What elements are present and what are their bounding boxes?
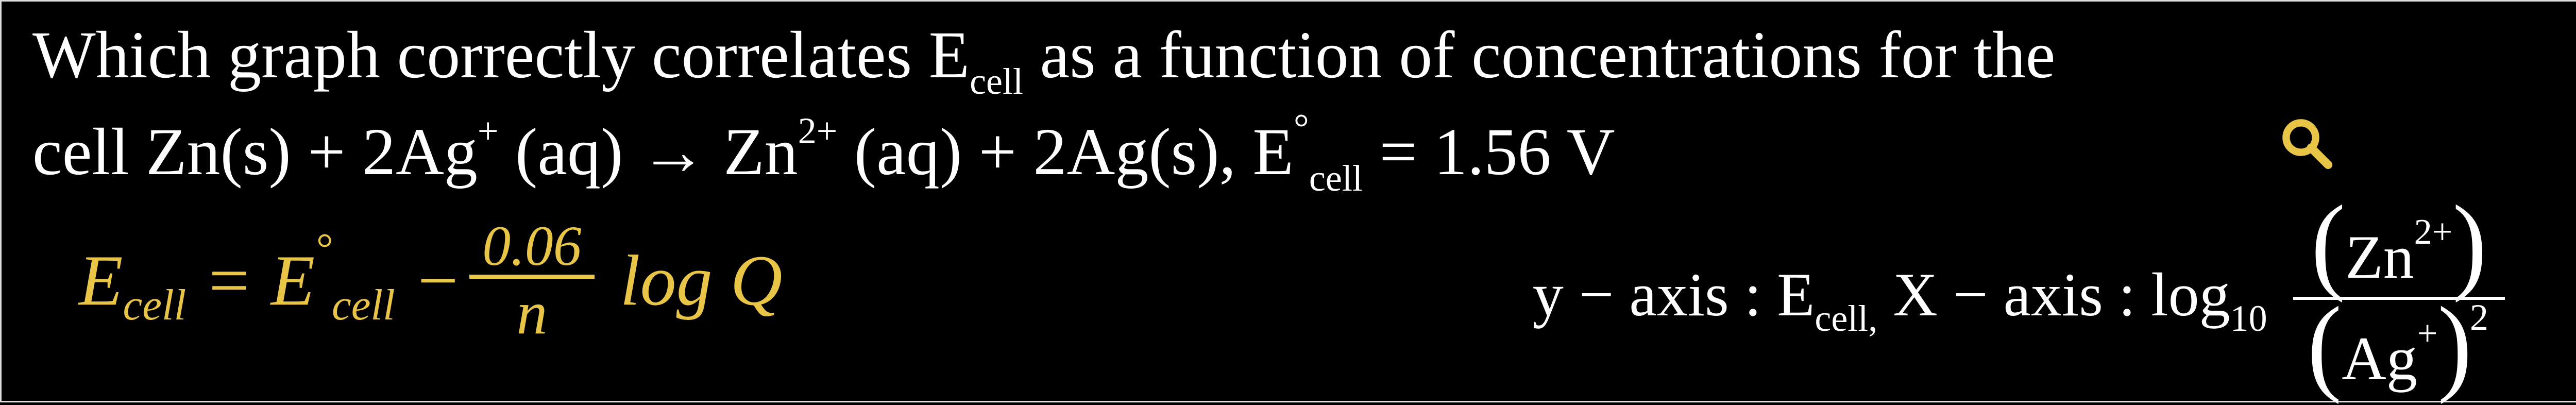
- reaction-quotient: (Zn2+) (Ag+)2: [2293, 202, 2505, 394]
- question-line-2: cell Zn(s) + 2Ag+ (aq) → Zn2+ (aq) + 2Ag…: [32, 109, 2567, 200]
- slide-content: Which graph correctly correlates Ecell a…: [2, 2, 2576, 401]
- subscript-cell: cell: [970, 61, 1023, 102]
- text-part: Which graph correctly correlates E: [32, 18, 970, 92]
- axes-definition: y − axis : Ecell, X − axis : log10 (Zn2+…: [1533, 202, 2505, 394]
- handwritten-nernst-equation: Ecell = E°cell −0.06n log Q: [79, 223, 783, 353]
- paren-right: ): [2452, 200, 2487, 287]
- magnifier-icon: [2278, 115, 2335, 172]
- axes-subscript: cell,: [1815, 298, 1877, 339]
- hw-subscript: cell: [123, 281, 187, 329]
- degree-symbol: °: [1294, 107, 1309, 149]
- ion-ag: Ag: [2342, 324, 2417, 393]
- axes-prefix: y − axis : E: [1533, 260, 1815, 329]
- hw-eq: = E: [186, 241, 315, 320]
- hw-fraction: 0.06n: [469, 217, 595, 347]
- hw-log: log Q: [602, 241, 783, 320]
- charge-2plus: 2+: [2414, 212, 2452, 252]
- superscript-2plus: 2+: [798, 110, 838, 151]
- text-part: cell Zn(s) + 2Ag: [32, 115, 478, 189]
- ion-zn: Zn: [2345, 223, 2414, 291]
- text-part: (aq) → Zn: [499, 115, 798, 189]
- text-part: (aq) + 2Ag(s), E: [837, 115, 1294, 189]
- axes-label-text: y − axis : Ecell, X − axis : log10: [1533, 259, 2267, 338]
- subscript-cell: cell: [1309, 158, 1363, 199]
- hw-denominator: n: [469, 279, 595, 347]
- paren-right: ): [2437, 302, 2472, 389]
- power-2: 2: [2470, 297, 2488, 338]
- hw-minus: −: [395, 241, 462, 320]
- text-part: as a function of concentrations for the: [1023, 18, 2055, 92]
- quotient-numerator: (Zn2+): [2297, 202, 2501, 293]
- paren-left: (: [2311, 200, 2346, 287]
- hw-lhs: E: [79, 241, 123, 320]
- hw-subscript: cell: [332, 281, 395, 329]
- axes-mid: X − axis : log: [1877, 260, 2230, 329]
- hw-numerator: 0.06: [469, 217, 595, 279]
- paren-left: (: [2308, 302, 2342, 389]
- log-base: 10: [2230, 298, 2267, 339]
- quotient-denominator: (Ag+)2: [2293, 304, 2505, 394]
- hw-degree: °: [315, 225, 332, 272]
- charge-plus: +: [2417, 314, 2437, 353]
- question-line-1: Which graph correctly correlates Ecell a…: [32, 12, 2567, 104]
- text-part: = 1.56 V: [1363, 115, 1615, 189]
- superscript-plus: +: [478, 110, 499, 151]
